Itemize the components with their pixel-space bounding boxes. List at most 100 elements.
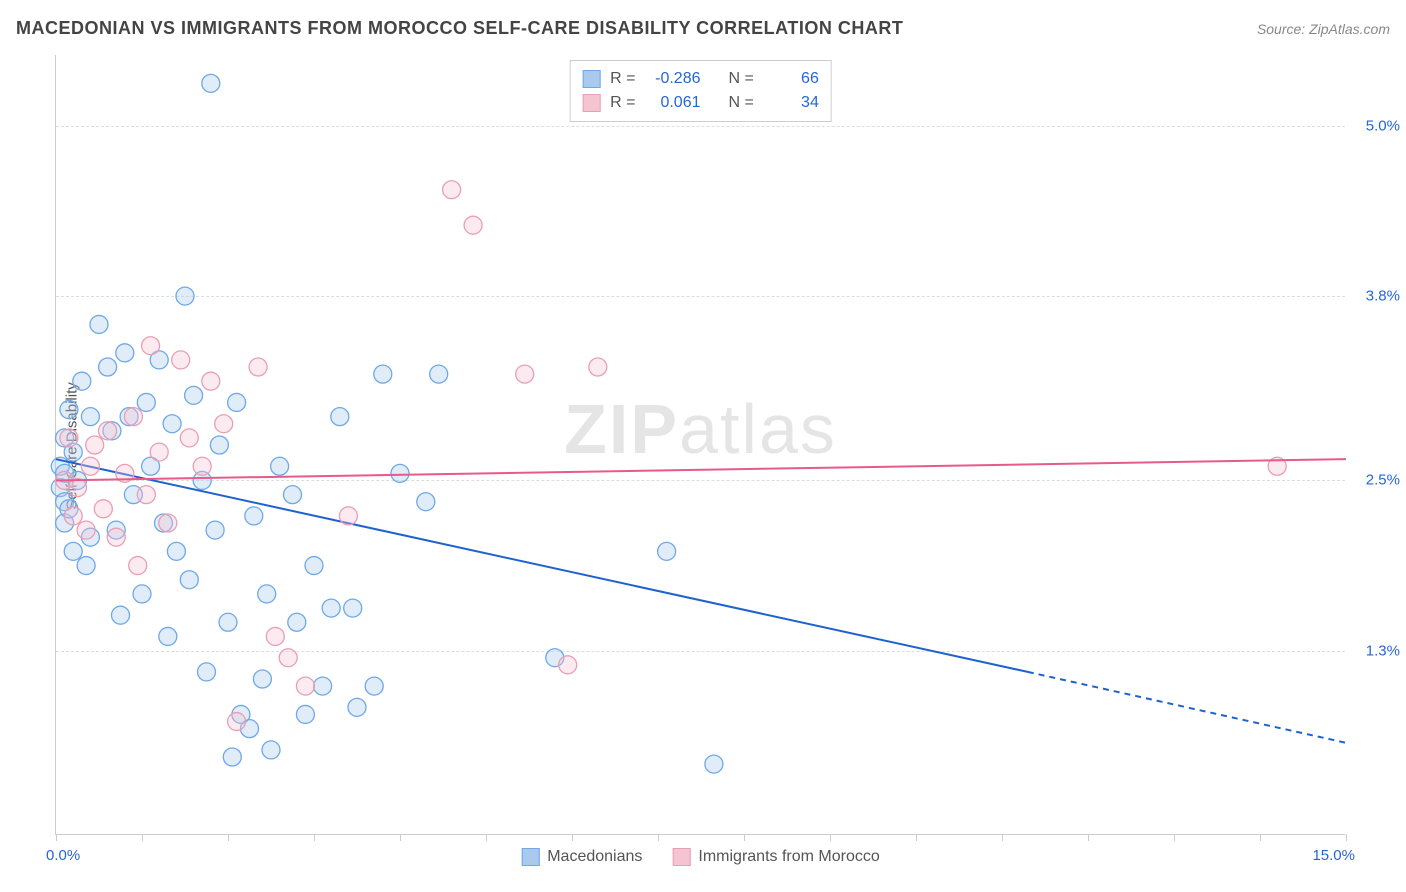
legend-swatch xyxy=(521,848,539,866)
trend-line xyxy=(56,459,1028,672)
y-tick-label: 1.3% xyxy=(1350,642,1400,659)
x-tick xyxy=(1088,834,1089,841)
data-point xyxy=(77,557,95,575)
data-point xyxy=(365,677,383,695)
data-point xyxy=(271,457,289,475)
data-point xyxy=(219,613,237,631)
x-tick xyxy=(228,834,229,841)
trend-line xyxy=(56,459,1346,480)
data-point xyxy=(344,599,362,617)
data-point xyxy=(172,351,190,369)
stats-legend-row: R = 0.061 N = 34 xyxy=(582,91,819,115)
data-point xyxy=(417,493,435,511)
data-point xyxy=(228,393,246,411)
data-point xyxy=(112,606,130,624)
data-point xyxy=(266,627,284,645)
scatter-svg xyxy=(56,55,1345,834)
legend-label: Macedonians xyxy=(547,848,642,866)
stats-r-prefix: R = xyxy=(610,91,635,115)
data-point xyxy=(180,571,198,589)
data-point xyxy=(73,372,91,390)
data-point xyxy=(185,386,203,404)
data-point xyxy=(288,613,306,631)
data-point xyxy=(129,557,147,575)
data-point xyxy=(193,457,211,475)
stats-r-value: -0.286 xyxy=(646,67,701,91)
data-point xyxy=(249,358,267,376)
data-point xyxy=(142,337,160,355)
data-point xyxy=(167,542,185,560)
legend-swatch xyxy=(672,848,690,866)
stats-r-prefix: R = xyxy=(610,67,635,91)
stats-n-value: 34 xyxy=(764,91,819,115)
plot-area: ZIPatlas 1.3%2.5%3.8%5.0% R = -0.286N = … xyxy=(55,55,1345,835)
y-tick-label: 5.0% xyxy=(1350,117,1400,134)
data-point xyxy=(137,486,155,504)
x-tick xyxy=(916,834,917,841)
data-point xyxy=(339,507,357,525)
data-point xyxy=(90,315,108,333)
data-point xyxy=(322,599,340,617)
data-point xyxy=(198,663,216,681)
data-point xyxy=(180,429,198,447)
data-point xyxy=(658,542,676,560)
data-point xyxy=(223,748,241,766)
data-point xyxy=(99,358,117,376)
x-tick xyxy=(142,834,143,841)
stats-n-value: 66 xyxy=(764,67,819,91)
data-point xyxy=(64,507,82,525)
data-point xyxy=(159,514,177,532)
stats-n-prefix: N = xyxy=(729,91,754,115)
data-point xyxy=(163,415,181,433)
stats-r-value: 0.061 xyxy=(646,91,701,115)
x-tick xyxy=(658,834,659,841)
data-point xyxy=(133,585,151,603)
data-point xyxy=(176,287,194,305)
y-tick-label: 2.5% xyxy=(1350,472,1400,489)
x-tick xyxy=(1260,834,1261,841)
data-point xyxy=(202,74,220,92)
data-point xyxy=(228,713,246,731)
data-point xyxy=(284,486,302,504)
data-point xyxy=(99,422,117,440)
x-tick xyxy=(744,834,745,841)
data-point xyxy=(150,443,168,461)
data-point xyxy=(86,436,104,454)
x-tick xyxy=(572,834,573,841)
stats-legend: R = -0.286 N = 66 R = 0.061 N = 34 xyxy=(569,60,832,122)
data-point xyxy=(210,436,228,454)
data-point xyxy=(69,479,87,497)
data-point xyxy=(443,181,461,199)
data-point xyxy=(296,705,314,723)
x-tick xyxy=(400,834,401,841)
x-axis-min-label: 0.0% xyxy=(46,847,80,864)
stats-legend-row: R = -0.286 N = 66 xyxy=(582,67,819,91)
data-point xyxy=(391,464,409,482)
data-point xyxy=(559,656,577,674)
data-point xyxy=(430,365,448,383)
stats-n-prefix: N = xyxy=(729,67,754,91)
x-tick xyxy=(1346,834,1347,841)
legend-swatch xyxy=(582,94,600,112)
source-name: ZipAtlas.com xyxy=(1309,21,1390,37)
data-point xyxy=(159,627,177,645)
data-point xyxy=(253,670,271,688)
data-point xyxy=(64,542,82,560)
data-point xyxy=(77,521,95,539)
y-tick-label: 3.8% xyxy=(1350,288,1400,305)
x-tick xyxy=(1174,834,1175,841)
bottom-legend: MacedoniansImmigrants from Morocco xyxy=(521,848,880,866)
chart-title: MACEDONIAN VS IMMIGRANTS FROM MOROCCO SE… xyxy=(16,18,903,39)
data-point xyxy=(279,649,297,667)
data-point xyxy=(258,585,276,603)
legend-swatch xyxy=(582,70,600,88)
data-point xyxy=(116,344,134,362)
x-axis-max-label: 15.0% xyxy=(1312,847,1355,864)
data-point xyxy=(245,507,263,525)
data-point xyxy=(94,500,112,518)
data-point xyxy=(305,557,323,575)
source-attribution: Source: ZipAtlas.com xyxy=(1257,21,1390,37)
data-point xyxy=(314,677,332,695)
data-point xyxy=(60,401,78,419)
data-point xyxy=(516,365,534,383)
